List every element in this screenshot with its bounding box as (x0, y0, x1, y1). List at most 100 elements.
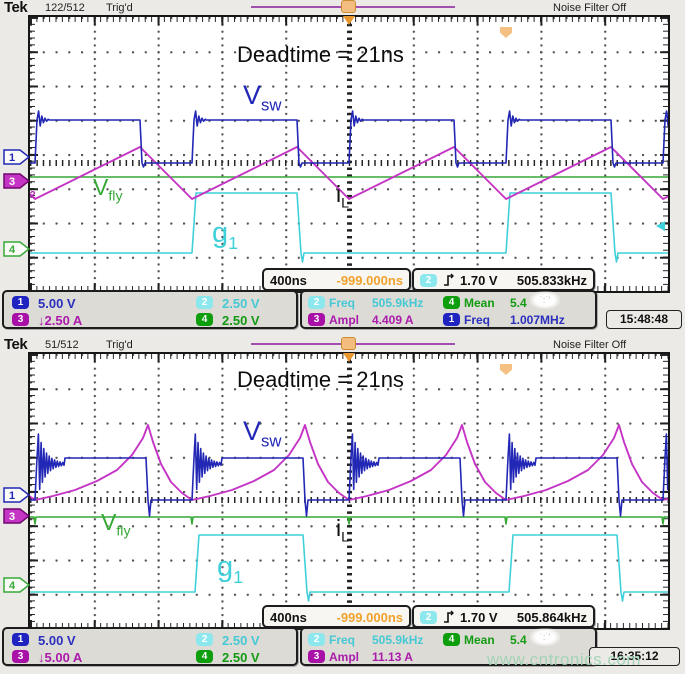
timebase-box: 400ns -999.000ns (262, 268, 411, 291)
ch1-scale-value: 5.00 V (38, 296, 76, 311)
trace-label-vfly: Vfly (101, 511, 131, 539)
ch4-scale-badge: 4 (196, 313, 213, 326)
trace-label-subscript: L (341, 529, 350, 546)
trigger-box: 2 1.70 V 505.864kHz (412, 605, 595, 628)
trace-label-subscript: 1 (233, 566, 244, 587)
measurement-value: 5.4 (510, 296, 527, 310)
measurement-name: Freq (329, 296, 356, 310)
measurement-value: 505.9kHz (372, 296, 424, 310)
trigger-box: 2 1.70 V 505.833kHz (412, 268, 595, 291)
trace-label-base: g (212, 217, 229, 249)
measurement-name: Ampl (329, 650, 359, 664)
trace-label-subscript: sw (261, 95, 282, 115)
trace-label-base: V (243, 416, 262, 446)
trigger-position-slider-icon (341, 0, 356, 13)
channel-scales-box: 1 5.00 V 2 2.50 V 3 ↓2.50 A 4 2.50 V (2, 290, 298, 329)
trace-label-iL: iL (336, 517, 349, 545)
noise-filter-status: Noise Filter Off (553, 2, 627, 14)
trace-label-iL: iL (336, 183, 349, 211)
noise-filter-status: Noise Filter Off (553, 339, 627, 351)
trigger-status: Trig'd (106, 2, 133, 14)
horizontal-position: -999.000ns (336, 610, 404, 625)
measurement-value: 1.007MHz (510, 313, 565, 327)
clock: 16:35:12 (589, 647, 680, 666)
measurement-name: Mean (464, 633, 495, 647)
ch2-scale-value: 2.50 V (222, 633, 260, 648)
svg-text:3: 3 (9, 511, 15, 523)
horizontal-position: -999.000ns (336, 273, 404, 288)
scope-header: Tek 122/512 Trig'd Noise Filter Off (0, 0, 685, 16)
rising-edge-icon (443, 273, 457, 293)
scope-header: Tek 51/512 Trig'd Noise Filter Off (0, 337, 685, 353)
trigger-source-badge: 2 (420, 611, 437, 624)
trace-label-vsw: Vsw (243, 418, 281, 450)
trigger-level: 1.70 V (460, 273, 498, 288)
ch1-position-marker: 1 (3, 487, 31, 503)
meas-ch3-badge: 3 (308, 650, 325, 663)
trace-label-base: i (336, 515, 342, 541)
channel-scales-box: 1 5.00 V 2 2.50 V 3 ↓5.00 A 4 2.50 V (2, 627, 298, 666)
trace-label-vsw: Vsw (243, 82, 281, 114)
ch4-scale-value: 2.50 V (222, 313, 260, 328)
meas-ch2-badge: 2 (308, 633, 325, 646)
acquisition-count: 51/512 (45, 339, 79, 351)
trace-label-g1: g1 (212, 219, 238, 252)
ch3-scale-badge: 3 (12, 313, 29, 326)
acquisition-count: 122/512 (45, 2, 85, 14)
measurements-box: 2 Freq 505.9kHz 4 Mean 5.4 3 Ampl 4.409 A 1 Freq 1.… (300, 290, 597, 329)
watermark-smudge: ˙:˙' (530, 628, 560, 646)
ch4-position-marker: 4 (3, 577, 31, 593)
trigger-position-icon (343, 16, 355, 25)
trigger-frequency: 505.864kHz (516, 610, 587, 625)
right-ruler-ticks (660, 354, 668, 628)
measurement-value: 4.409 A (372, 313, 414, 327)
meas-ch4-badge: 4 (443, 296, 460, 309)
svg-text:3: 3 (9, 176, 15, 188)
trigger-position-slider-icon (341, 337, 356, 350)
trace-label-vfly: Vfly (93, 176, 123, 204)
scope-panel-bottom: Tek 51/512 Trig'd Noise Filter Off 1 3 4 Deadti… (0, 337, 685, 674)
ch1-scale-value: 5.00 V (38, 633, 76, 648)
trace-label-base: g (217, 551, 234, 583)
reference-marker-icon (500, 27, 512, 38)
center-vertical-ticks (347, 354, 352, 628)
measurement-value: 505.9kHz (372, 633, 424, 647)
ch3-scale-value: ↓2.50 A (38, 313, 83, 328)
trigger-source-badge: 2 (420, 274, 437, 287)
ch4-scale-badge: 4 (196, 650, 213, 663)
ch2-trigger-level-arrow-icon (656, 221, 665, 231)
watermark-smudge: ˙:˙' (530, 291, 560, 309)
graticule (28, 352, 670, 630)
ch2-small-marker: 2 (30, 190, 36, 201)
meas-ch3-badge: 3 (308, 313, 325, 326)
timebase-scale: 400ns (270, 610, 307, 625)
measurement-value: 11.13 A (372, 650, 413, 664)
deadtime-annotation: Deadtime = 21ns (237, 367, 404, 392)
ch3-position-marker: 3 (3, 173, 31, 189)
ch4-scale-value: 2.50 V (222, 650, 260, 665)
trigger-status: Trig'd (106, 339, 133, 351)
ch4-position-marker: 4 (3, 241, 31, 257)
measurement-name: Ampl (329, 313, 359, 327)
rising-edge-icon (443, 610, 457, 630)
ch3-scale-value: ↓5.00 A (38, 650, 83, 665)
site-watermark: www.cntronics.com (487, 650, 641, 669)
scope-panel-top: Tek 122/512 Trig'd Noise Filter Off 1 3 4 2 Dead… (0, 0, 685, 329)
trigger-level: 1.70 V (460, 610, 498, 625)
svg-text:1: 1 (9, 490, 15, 502)
trace-label-subscript: fly (116, 523, 131, 540)
ch3-scale-badge: 3 (12, 650, 29, 663)
trace-label-base: V (101, 509, 117, 535)
ch3-position-marker: 3 (3, 508, 31, 524)
trace-label-subscript: L (341, 195, 350, 212)
trigger-position-icon (343, 353, 355, 362)
meas-ch4-badge: 4 (443, 633, 460, 646)
tek-logo: Tek (4, 0, 28, 16)
right-ruler-ticks (660, 17, 668, 291)
left-ruler-ticks (30, 17, 38, 291)
meas-ch2-badge: 2 (308, 296, 325, 309)
trigger-frequency: 505.833kHz (516, 273, 587, 288)
trace-label-subscript: sw (261, 431, 282, 451)
timebase-box: 400ns -999.000ns (262, 605, 411, 628)
svg-text:1: 1 (9, 152, 15, 164)
